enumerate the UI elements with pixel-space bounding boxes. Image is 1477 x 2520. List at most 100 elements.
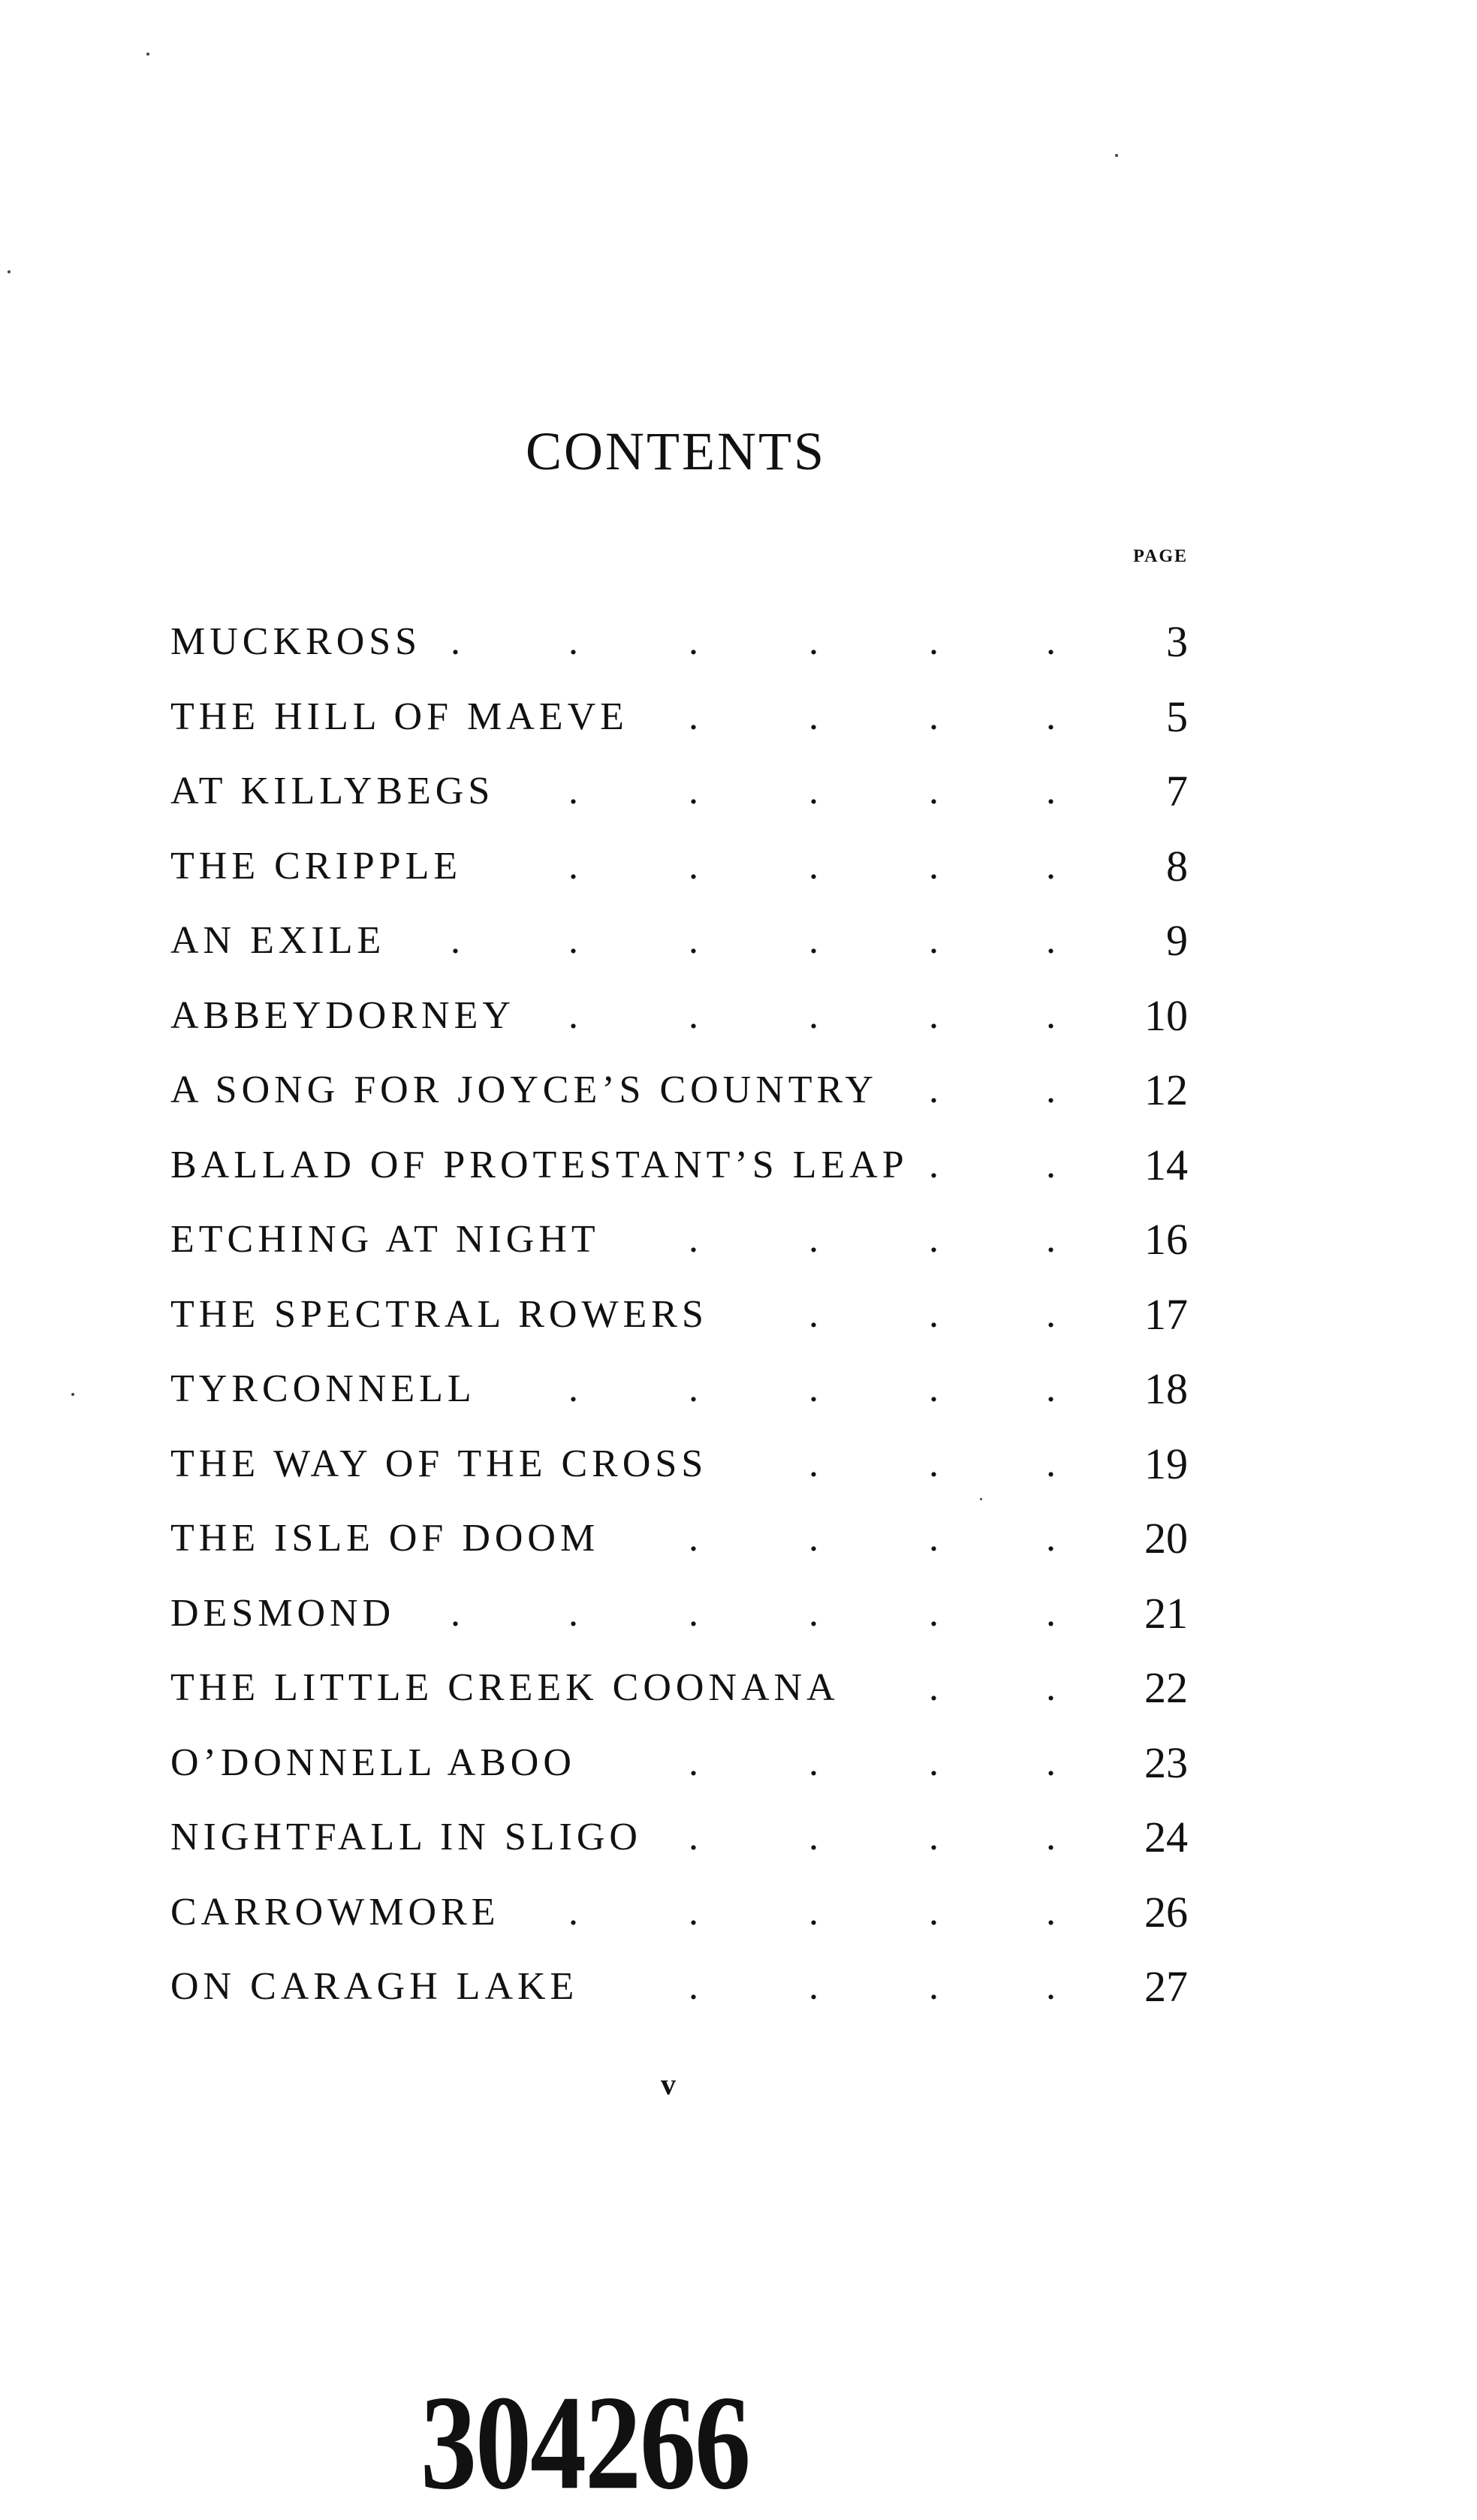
leader-dot: . xyxy=(1046,1367,1056,1410)
leader-dot: . xyxy=(689,1517,698,1560)
toc-entry: O’DONNELL ABOO......23 xyxy=(170,1729,1188,1797)
entry-page-number: 22 xyxy=(1144,1663,1188,1712)
leader-dot: . xyxy=(809,1965,818,2008)
leader-dot: . xyxy=(689,1890,698,1934)
entry-title: DESMOND xyxy=(170,1591,396,1635)
leader-dot: . xyxy=(809,1517,818,1560)
speck xyxy=(8,270,11,273)
leader-dot: . xyxy=(929,1517,939,1560)
leader-dot: . xyxy=(809,770,818,812)
leader-dot: . xyxy=(809,1741,818,1784)
entry-page-number: 21 xyxy=(1144,1588,1188,1638)
leader-dot: . xyxy=(929,1965,939,2008)
leader-dot: . xyxy=(929,1741,939,1784)
entry-title: NIGHTFALL IN SLIGO xyxy=(170,1816,642,1858)
entry-page-number: 18 xyxy=(1144,1364,1188,1413)
leader-dot: . xyxy=(929,1890,939,1934)
entry-page-number: 27 xyxy=(1144,1962,1188,2011)
leader-dot: . xyxy=(1046,1069,1056,1111)
leader-dot: . xyxy=(929,844,939,888)
leader-dot: . xyxy=(809,1591,818,1635)
toc-entry: TYRCONNELL......18 xyxy=(170,1355,1188,1423)
entry-title: THE HILL OF MAEVE xyxy=(170,695,628,738)
entry-page-number: 16 xyxy=(1144,1215,1188,1264)
leader-dot: . xyxy=(929,1069,939,1111)
entry-title: THE ISLE OF DOOM xyxy=(170,1517,600,1560)
toc-entry: AN EXILE...... 9 xyxy=(170,907,1188,975)
page-column-label: PAGE xyxy=(1133,547,1188,566)
toc-entry: THE HILL OF MAEVE......5 xyxy=(170,683,1188,751)
leader-dot: . xyxy=(929,1442,939,1485)
entry-title: AT KILLYBEGS xyxy=(170,770,495,812)
toc-entry: DESMOND...... 21 xyxy=(170,1580,1188,1647)
leader-dot: . xyxy=(1046,1741,1056,1784)
leader-dot: . xyxy=(568,1890,578,1934)
leader-dot: . xyxy=(1046,1666,1056,1709)
entry-page-number: 5 xyxy=(1166,692,1188,741)
leader-dot: . xyxy=(809,1218,818,1261)
leader-dot: . xyxy=(1046,770,1056,812)
leader-dot: . xyxy=(809,1442,818,1485)
leader-dot: . xyxy=(809,695,818,738)
entry-page-number: 14 xyxy=(1144,1140,1188,1189)
entry-title: TYRCONNELL xyxy=(170,1367,476,1410)
toc-entry: CARROWMORE......26 xyxy=(170,1879,1188,1946)
toc-entry: ON CARAGH LAKE......27 xyxy=(170,1953,1188,2021)
entry-page-number: 26 xyxy=(1144,1887,1188,1937)
entry-page-number: 9 xyxy=(1166,916,1188,965)
entry-title: ON CARAGH LAKE xyxy=(170,1965,579,2008)
toc-entry: MUCKROSS...... 3 xyxy=(170,608,1188,676)
leader-dot: . xyxy=(451,919,460,962)
entry-title: THE WAY OF THE CROSS xyxy=(170,1442,708,1485)
toc-entry: THE LITTLE CREEK COONANA......22 xyxy=(170,1654,1188,1722)
leader-dot: . xyxy=(568,844,578,888)
leader-dot: . xyxy=(689,695,698,738)
leader-dot: . xyxy=(929,1143,939,1186)
leader-dot: . xyxy=(689,1741,698,1784)
entry-title: O’DONNELL ABOO xyxy=(170,1741,576,1784)
entry-title: CARROWMORE xyxy=(170,1890,500,1934)
leader-dot: . xyxy=(1046,695,1056,738)
library-stamp-number: 304266 xyxy=(420,2368,751,2518)
leader-dot: . xyxy=(809,1292,818,1336)
entry-page-number: 12 xyxy=(1144,1066,1188,1114)
leader-dot: . xyxy=(451,620,460,663)
leader-dot: . xyxy=(689,844,698,888)
leader-dot: . xyxy=(568,919,578,962)
entry-page-number: 19 xyxy=(1144,1439,1188,1488)
leader-dot: . xyxy=(929,1218,939,1261)
leader-dot: . xyxy=(809,1816,818,1858)
speck xyxy=(71,1393,74,1396)
leader-dot: . xyxy=(1046,1816,1056,1858)
leader-dot: . xyxy=(1046,620,1056,663)
leader-dot: . xyxy=(568,1591,578,1635)
entry-title: BALLAD OF PROTESTANT’S LEAP xyxy=(170,1143,909,1186)
entry-title: ABBEYDORNEY xyxy=(170,993,515,1037)
leader-dot: . xyxy=(929,993,939,1037)
leader-dot: . xyxy=(929,1367,939,1410)
leader-dot: . xyxy=(568,1367,578,1410)
entry-page-number: 24 xyxy=(1144,1813,1188,1861)
entry-title: THE CRIPPLE xyxy=(170,844,463,888)
entry-page-number: 10 xyxy=(1144,990,1188,1040)
leader-dot: . xyxy=(689,770,698,812)
speck xyxy=(980,1498,982,1500)
toc-entry: ETCHING AT NIGHT......16 xyxy=(170,1206,1188,1274)
leader-dot: . xyxy=(689,1965,698,2008)
entry-title: ETCHING AT NIGHT xyxy=(170,1218,600,1261)
leader-dot: . xyxy=(1046,1517,1056,1560)
toc-entry: NIGHTFALL IN SLIGO......24 xyxy=(170,1804,1188,1871)
leader-dot: . xyxy=(689,1591,698,1635)
leader-dot: . xyxy=(809,844,818,888)
entry-title: THE SPECTRAL ROWERS xyxy=(170,1292,708,1336)
leader-dot: . xyxy=(929,1292,939,1336)
leader-dot: . xyxy=(1046,1143,1056,1186)
entry-page-number: 3 xyxy=(1166,617,1188,666)
leader-dot: . xyxy=(1046,993,1056,1037)
leader-dot: . xyxy=(689,1367,698,1410)
leader-dot: . xyxy=(689,993,698,1037)
entry-title: THE LITTLE CREEK COONANA xyxy=(170,1666,839,1709)
speck xyxy=(146,53,149,56)
toc-entry: THE WAY OF THE CROSS......19 xyxy=(170,1430,1188,1498)
toc-entry: THE ISLE OF DOOM......20 xyxy=(170,1505,1188,1572)
